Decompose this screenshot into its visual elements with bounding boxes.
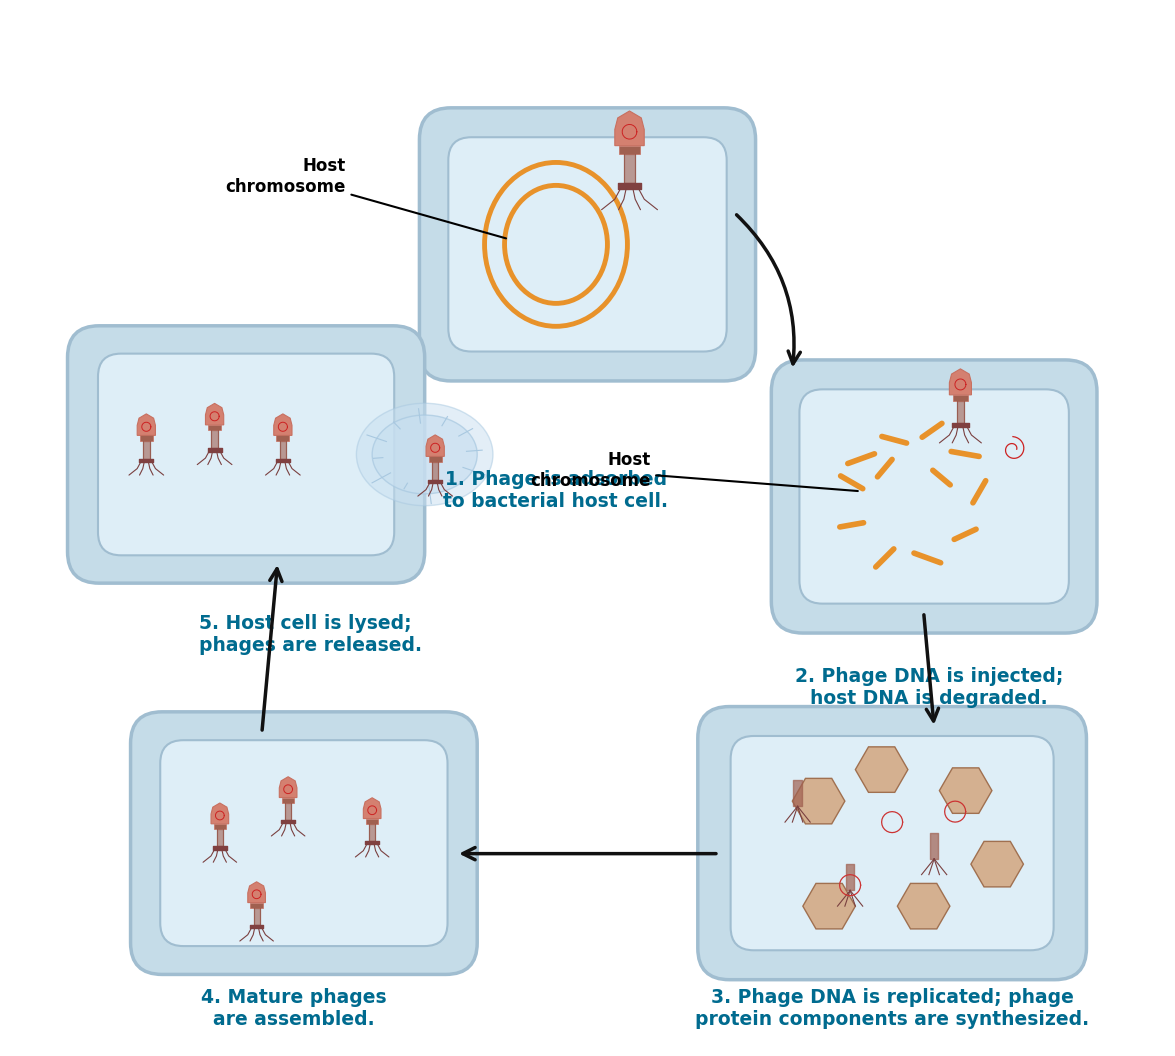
Text: 3. Phage DNA is replicated; phage
protein components are synthesized.: 3. Phage DNA is replicated; phage protei… — [696, 988, 1089, 1030]
Polygon shape — [898, 884, 949, 929]
Bar — [250, 903, 263, 907]
Polygon shape — [274, 414, 293, 435]
Text: Host
chromosome: Host chromosome — [226, 156, 506, 239]
Ellipse shape — [372, 415, 477, 494]
Bar — [214, 824, 226, 829]
FancyBboxPatch shape — [98, 354, 395, 555]
Polygon shape — [427, 435, 444, 456]
Polygon shape — [137, 414, 155, 435]
Polygon shape — [855, 747, 908, 792]
Bar — [429, 456, 442, 461]
FancyBboxPatch shape — [449, 137, 726, 352]
Bar — [282, 797, 294, 803]
Bar — [276, 435, 289, 440]
Polygon shape — [971, 842, 1023, 887]
FancyBboxPatch shape — [731, 736, 1054, 950]
Polygon shape — [949, 369, 972, 395]
FancyBboxPatch shape — [67, 326, 424, 583]
Bar — [953, 395, 968, 401]
Bar — [365, 818, 378, 824]
Text: 1. Phage is adsorbed
to bacterial host cell.: 1. Phage is adsorbed to bacterial host c… — [443, 470, 669, 511]
FancyBboxPatch shape — [771, 360, 1097, 633]
Bar — [140, 435, 153, 440]
Text: 2. Phage DNA is injected;
host DNA is degraded.: 2. Phage DNA is injected; host DNA is de… — [794, 666, 1063, 708]
Polygon shape — [206, 403, 223, 425]
Polygon shape — [792, 778, 845, 824]
FancyBboxPatch shape — [698, 706, 1087, 980]
Polygon shape — [363, 797, 381, 818]
Polygon shape — [939, 768, 992, 813]
Bar — [619, 146, 640, 154]
Polygon shape — [803, 884, 855, 929]
FancyBboxPatch shape — [160, 740, 448, 946]
FancyBboxPatch shape — [130, 712, 477, 975]
Polygon shape — [212, 803, 229, 824]
Bar — [208, 425, 221, 430]
Polygon shape — [615, 111, 644, 146]
Text: 5. Host cell is lysed;
phages are released.: 5. Host cell is lysed; phages are releas… — [199, 615, 422, 655]
Ellipse shape — [356, 403, 494, 506]
Text: 4. Mature phages
are assembled.: 4. Mature phages are assembled. — [201, 988, 387, 1030]
FancyBboxPatch shape — [419, 108, 756, 381]
Polygon shape — [248, 882, 266, 903]
FancyBboxPatch shape — [799, 390, 1069, 604]
Polygon shape — [280, 777, 297, 797]
Text: Host
chromosome: Host chromosome — [530, 451, 858, 491]
